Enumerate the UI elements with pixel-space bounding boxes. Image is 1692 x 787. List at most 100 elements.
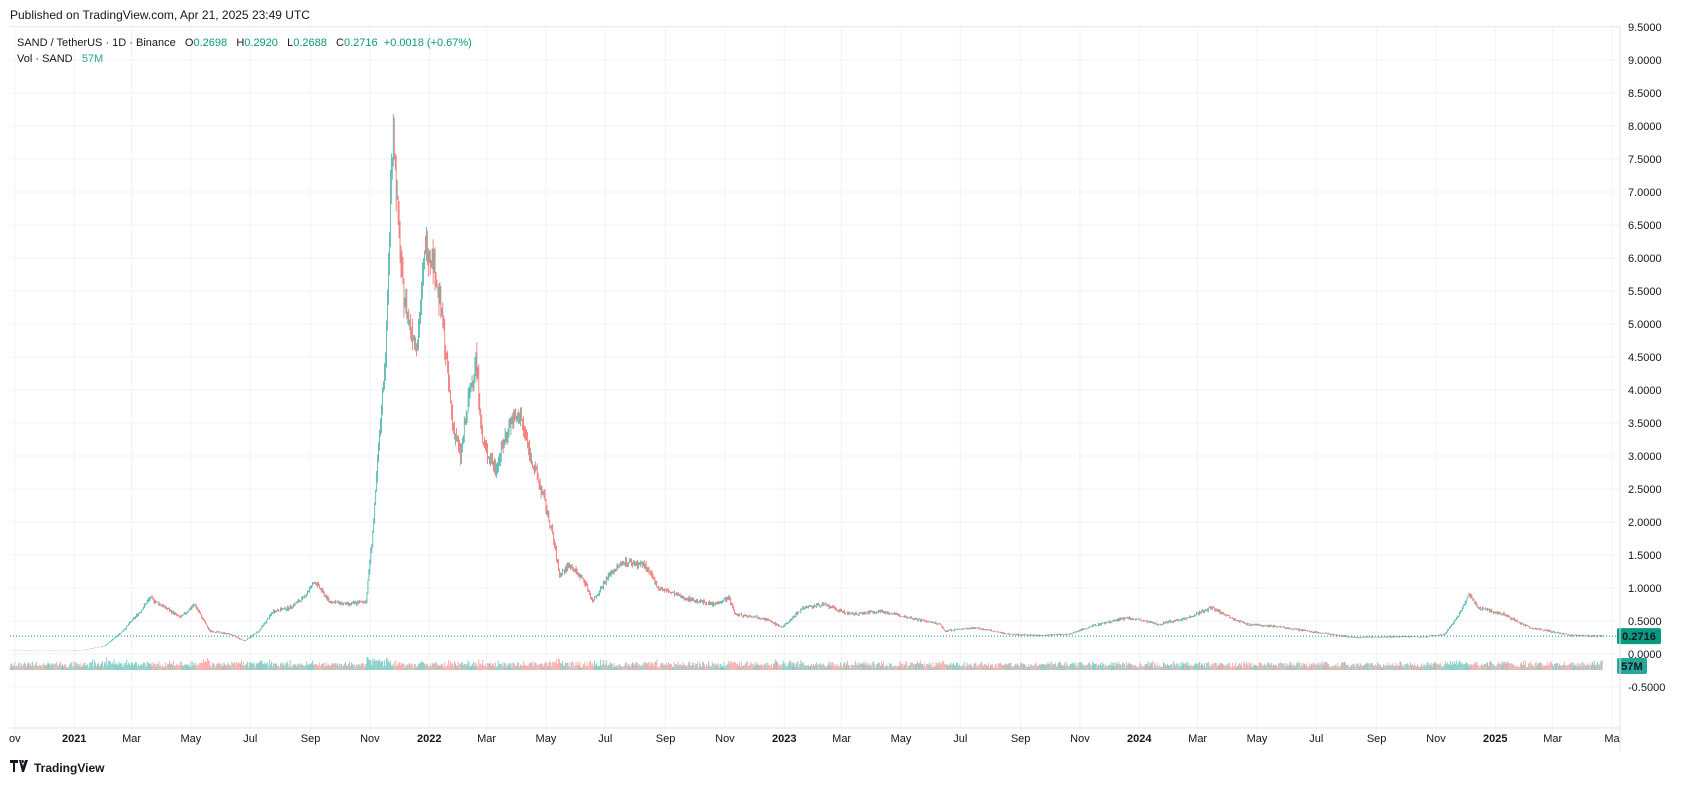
volume-bar — [509, 664, 511, 670]
volume-bar — [349, 661, 350, 670]
volume-bar — [1297, 663, 1299, 670]
volume-bar — [113, 659, 115, 670]
volume-bar — [666, 663, 668, 670]
volume-bar — [131, 662, 133, 670]
volume-bar — [1413, 665, 1415, 670]
volume-bar — [231, 661, 233, 670]
volume-bar — [45, 665, 47, 670]
volume-bar — [397, 664, 399, 670]
volume-bar — [141, 664, 143, 670]
volume-bar — [1090, 664, 1092, 670]
volume-bar — [895, 665, 897, 670]
legend-volume-label[interactable]: Vol · SAND — [17, 53, 73, 65]
volume-bar — [1233, 665, 1235, 670]
volume-bar — [172, 661, 174, 670]
volume-bar — [66, 667, 68, 670]
volume-bar — [1033, 665, 1035, 670]
volume-bar — [1370, 662, 1372, 670]
volume-bar — [851, 664, 853, 670]
volume-bar — [301, 664, 303, 670]
volume-bar — [1200, 665, 1202, 670]
volume-bar — [1066, 664, 1068, 670]
volume-bar — [9, 666, 11, 670]
volume-bar — [151, 666, 153, 670]
volume-bar — [81, 666, 83, 670]
volume-bar — [547, 666, 549, 670]
volume-bar — [604, 663, 606, 670]
volume-bar — [277, 665, 278, 670]
volume-bar — [1182, 663, 1184, 670]
footer-branding[interactable]: TradingView — [10, 760, 104, 775]
volume-bar — [461, 661, 463, 670]
volume-bar — [1276, 666, 1278, 670]
volume-bar — [1264, 663, 1266, 670]
volume-bar — [736, 663, 738, 670]
volume-bar — [1341, 661, 1343, 670]
volume-bar — [1205, 663, 1207, 670]
volume-bar — [94, 659, 96, 670]
volume-bar — [318, 662, 320, 670]
volume-bar — [431, 662, 433, 670]
volume-bar — [887, 666, 889, 670]
volume-bar — [219, 662, 221, 670]
volume-bar — [961, 664, 963, 670]
volume-bar — [543, 664, 545, 670]
volume-bar — [1048, 664, 1050, 670]
volume-bar — [674, 664, 676, 670]
volume-bar — [987, 665, 988, 670]
volume-bar — [626, 662, 628, 670]
volume-bar — [1401, 665, 1403, 670]
legend-symbol[interactable]: SAND / TetherUS · 1D · Binance — [17, 37, 176, 49]
volume-bar — [82, 664, 84, 670]
volume-bar — [325, 662, 327, 670]
volume-bar — [810, 665, 811, 670]
volume-bar — [912, 662, 914, 670]
volume-bar — [1178, 667, 1180, 670]
volume-bar — [1556, 662, 1558, 670]
volume-bar — [804, 665, 806, 670]
volume-bar — [221, 663, 223, 670]
volume-bar — [788, 662, 790, 670]
volume-bar — [1597, 664, 1599, 670]
volume-bar — [693, 662, 695, 670]
volume-bar — [1154, 662, 1156, 670]
volume-bar — [1494, 666, 1496, 670]
volume-bar — [894, 665, 896, 670]
volume-bar — [1274, 665, 1275, 670]
volume-bar — [686, 666, 688, 670]
volume-bar — [1116, 663, 1118, 670]
volume-bar — [659, 666, 661, 670]
volume-bar — [352, 665, 354, 670]
y-tick-label: 7.5000 — [1628, 154, 1662, 166]
volume-bar — [271, 661, 273, 670]
volume-bar — [1015, 663, 1017, 670]
volume-bar — [690, 665, 692, 670]
volume-bar — [1038, 664, 1040, 670]
volume-bar — [1542, 666, 1544, 670]
volume-bar — [734, 661, 736, 670]
volume-bar — [711, 661, 713, 670]
volume-bar — [125, 662, 127, 670]
volume-bar — [1489, 660, 1491, 670]
volume-bar — [165, 662, 167, 670]
volume-bar — [1386, 662, 1388, 670]
volume-bar — [1216, 666, 1218, 670]
volume-bar — [546, 663, 548, 670]
volume-bar — [261, 660, 263, 670]
volume-bar — [632, 662, 633, 670]
volume-bar — [1293, 663, 1295, 670]
volume-bar — [287, 663, 289, 670]
volume-bar — [816, 665, 818, 670]
volume-bar — [746, 660, 748, 670]
last-price-tag-label: 0.2716 — [1622, 631, 1656, 643]
volume-bar — [657, 667, 659, 670]
volume-bar — [1097, 664, 1099, 670]
volume-bar — [135, 662, 137, 670]
volume-bar — [599, 659, 601, 670]
volume-bar — [1475, 663, 1477, 670]
volume-bar — [847, 660, 848, 670]
volume-bar — [1174, 665, 1176, 670]
volume-bar — [1241, 667, 1243, 670]
volume-bar — [995, 664, 997, 670]
